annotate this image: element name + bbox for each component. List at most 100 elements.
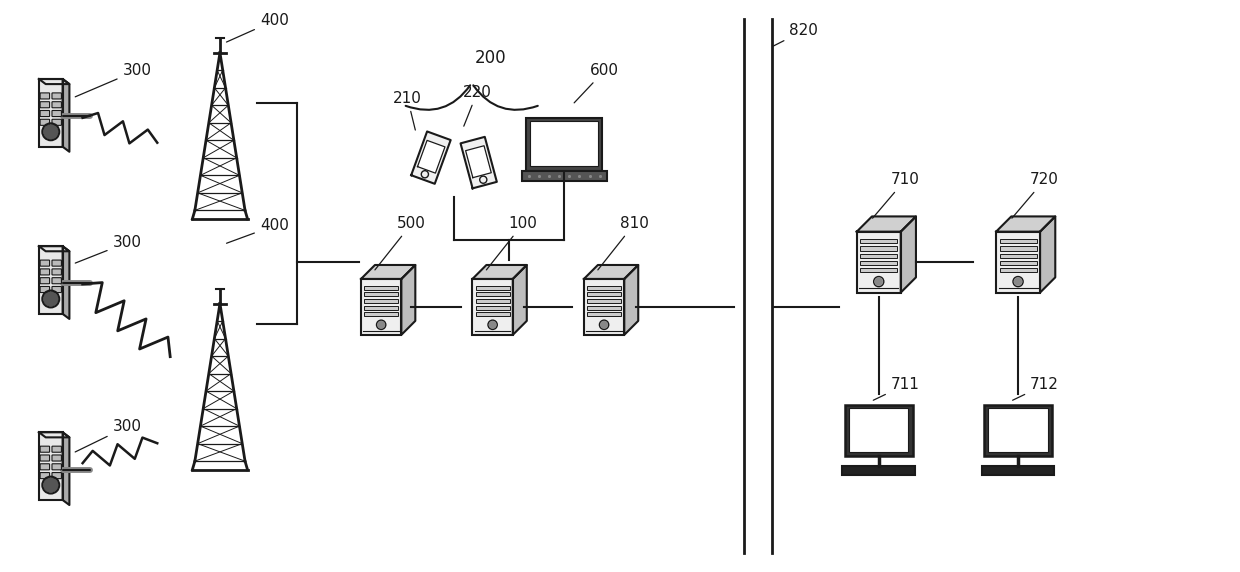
Polygon shape bbox=[361, 265, 415, 279]
FancyBboxPatch shape bbox=[40, 120, 50, 125]
FancyBboxPatch shape bbox=[52, 472, 62, 479]
Polygon shape bbox=[460, 137, 497, 188]
Circle shape bbox=[489, 321, 496, 329]
Polygon shape bbox=[1040, 216, 1055, 292]
Polygon shape bbox=[38, 246, 69, 251]
FancyBboxPatch shape bbox=[985, 405, 1052, 456]
Circle shape bbox=[43, 478, 57, 492]
FancyBboxPatch shape bbox=[40, 464, 50, 470]
FancyBboxPatch shape bbox=[365, 292, 398, 296]
FancyBboxPatch shape bbox=[861, 268, 898, 272]
Polygon shape bbox=[412, 132, 450, 184]
Text: 711: 711 bbox=[873, 378, 920, 400]
FancyBboxPatch shape bbox=[988, 408, 1048, 452]
Polygon shape bbox=[624, 265, 639, 335]
Polygon shape bbox=[402, 265, 415, 335]
FancyBboxPatch shape bbox=[476, 306, 510, 309]
FancyBboxPatch shape bbox=[476, 292, 510, 296]
FancyBboxPatch shape bbox=[844, 405, 913, 456]
Circle shape bbox=[600, 321, 608, 329]
FancyBboxPatch shape bbox=[38, 79, 62, 146]
Circle shape bbox=[43, 292, 57, 306]
FancyBboxPatch shape bbox=[52, 287, 62, 292]
FancyBboxPatch shape bbox=[40, 446, 50, 452]
FancyBboxPatch shape bbox=[587, 312, 621, 316]
FancyBboxPatch shape bbox=[40, 110, 50, 117]
FancyBboxPatch shape bbox=[587, 306, 621, 309]
FancyBboxPatch shape bbox=[38, 432, 62, 500]
Circle shape bbox=[377, 321, 386, 329]
FancyBboxPatch shape bbox=[861, 239, 898, 243]
FancyBboxPatch shape bbox=[365, 299, 398, 303]
FancyBboxPatch shape bbox=[982, 466, 1054, 475]
FancyBboxPatch shape bbox=[40, 277, 50, 284]
FancyBboxPatch shape bbox=[365, 285, 398, 289]
FancyBboxPatch shape bbox=[52, 464, 62, 470]
FancyBboxPatch shape bbox=[52, 277, 62, 284]
FancyBboxPatch shape bbox=[52, 120, 62, 125]
FancyBboxPatch shape bbox=[999, 268, 1037, 272]
FancyBboxPatch shape bbox=[40, 102, 50, 108]
Circle shape bbox=[874, 277, 883, 286]
Polygon shape bbox=[38, 79, 69, 84]
FancyBboxPatch shape bbox=[40, 287, 50, 292]
FancyBboxPatch shape bbox=[476, 312, 510, 316]
Text: 300: 300 bbox=[76, 63, 151, 97]
FancyBboxPatch shape bbox=[40, 269, 50, 275]
FancyBboxPatch shape bbox=[587, 285, 621, 289]
FancyBboxPatch shape bbox=[472, 279, 513, 335]
Text: 300: 300 bbox=[76, 235, 141, 263]
Polygon shape bbox=[744, 19, 773, 553]
Polygon shape bbox=[62, 432, 69, 505]
Text: 500: 500 bbox=[374, 216, 427, 270]
Polygon shape bbox=[513, 265, 527, 335]
FancyBboxPatch shape bbox=[361, 279, 402, 335]
FancyBboxPatch shape bbox=[587, 292, 621, 296]
Polygon shape bbox=[584, 265, 639, 279]
FancyBboxPatch shape bbox=[522, 170, 606, 181]
Text: 820: 820 bbox=[761, 23, 818, 52]
FancyBboxPatch shape bbox=[40, 472, 50, 479]
Polygon shape bbox=[418, 140, 445, 173]
Polygon shape bbox=[38, 432, 69, 438]
Polygon shape bbox=[857, 216, 916, 232]
FancyBboxPatch shape bbox=[842, 466, 915, 475]
Circle shape bbox=[43, 125, 57, 138]
FancyBboxPatch shape bbox=[857, 232, 900, 292]
FancyBboxPatch shape bbox=[999, 247, 1037, 251]
FancyBboxPatch shape bbox=[40, 93, 50, 99]
Text: 200: 200 bbox=[475, 49, 506, 67]
FancyBboxPatch shape bbox=[476, 285, 510, 289]
FancyBboxPatch shape bbox=[365, 312, 398, 316]
Polygon shape bbox=[62, 79, 69, 152]
Text: 720: 720 bbox=[1012, 173, 1059, 218]
FancyBboxPatch shape bbox=[52, 102, 62, 108]
FancyBboxPatch shape bbox=[999, 239, 1037, 243]
FancyBboxPatch shape bbox=[52, 455, 62, 461]
Text: 712: 712 bbox=[1013, 378, 1059, 400]
FancyBboxPatch shape bbox=[531, 121, 598, 166]
FancyBboxPatch shape bbox=[849, 408, 909, 452]
Text: 400: 400 bbox=[227, 219, 289, 243]
FancyBboxPatch shape bbox=[52, 446, 62, 452]
FancyBboxPatch shape bbox=[584, 279, 624, 335]
Text: 400: 400 bbox=[227, 13, 289, 42]
FancyBboxPatch shape bbox=[999, 261, 1037, 265]
FancyBboxPatch shape bbox=[861, 253, 898, 258]
FancyBboxPatch shape bbox=[365, 306, 398, 309]
Text: 220: 220 bbox=[463, 85, 491, 126]
FancyBboxPatch shape bbox=[861, 261, 898, 265]
Polygon shape bbox=[62, 246, 69, 319]
Text: 600: 600 bbox=[574, 63, 619, 103]
Text: 810: 810 bbox=[598, 216, 649, 270]
FancyBboxPatch shape bbox=[52, 110, 62, 117]
Text: 100: 100 bbox=[486, 216, 537, 270]
Text: 710: 710 bbox=[873, 173, 920, 218]
FancyBboxPatch shape bbox=[999, 253, 1037, 258]
Circle shape bbox=[1014, 277, 1022, 286]
FancyBboxPatch shape bbox=[996, 232, 1040, 292]
Polygon shape bbox=[900, 216, 916, 292]
Polygon shape bbox=[996, 216, 1055, 232]
Text: 210: 210 bbox=[393, 91, 422, 130]
Polygon shape bbox=[466, 146, 491, 178]
